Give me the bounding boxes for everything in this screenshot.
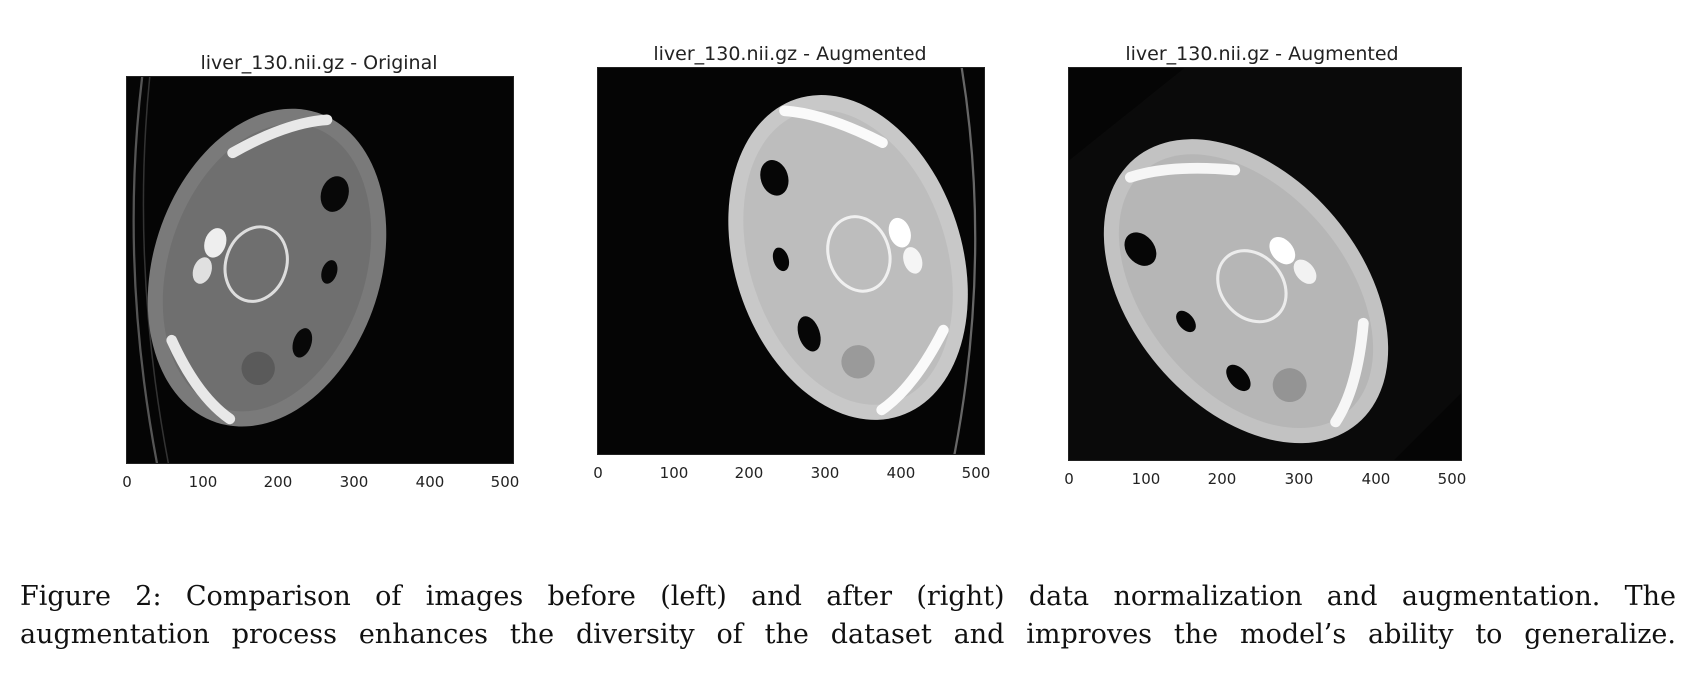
ct-image-augmented-2 [1068,67,1462,461]
x-tick-label: 0 [1064,470,1074,488]
x-tick-label: 300 [339,473,369,491]
x-tick-label: 0 [593,464,603,482]
caption-line-2: augmentation process enhances the divers… [20,619,1676,650]
ct-image-augmented-1 [597,67,985,455]
figure-caption: Figure 2: Comparison of images before (l… [20,578,1676,654]
x-tick-label: 200 [734,464,764,482]
caption-line-1: Figure 2: Comparison of images before (l… [20,581,1676,612]
x-tick-label: 400 [886,464,916,482]
ct-scan-augmented-1 [598,68,984,454]
panel-title: liver_130.nii.gz - Augmented [1125,43,1399,65]
x-tick-label: 100 [659,464,689,482]
x-tick-label: 400 [415,473,445,491]
x-tick-label: 100 [1131,470,1161,488]
ct-scan-original [127,77,513,463]
x-tick-label: 500 [1437,470,1467,488]
ct-image-original [126,76,514,464]
panel-title: liver_130.nii.gz - Original [200,52,438,74]
x-tick-label: 300 [1284,470,1314,488]
x-tick-label: 400 [1361,470,1391,488]
x-tick-label: 500 [490,473,520,491]
x-tick-label: 300 [810,464,840,482]
panel-title: liver_130.nii.gz - Augmented [653,43,927,65]
x-tick-label: 500 [961,464,991,482]
x-tick-label: 200 [1207,470,1237,488]
x-tick-label: 200 [263,473,293,491]
ct-scan-augmented-2 [1069,68,1461,460]
x-tick-label: 0 [122,473,132,491]
x-tick-label: 100 [188,473,218,491]
